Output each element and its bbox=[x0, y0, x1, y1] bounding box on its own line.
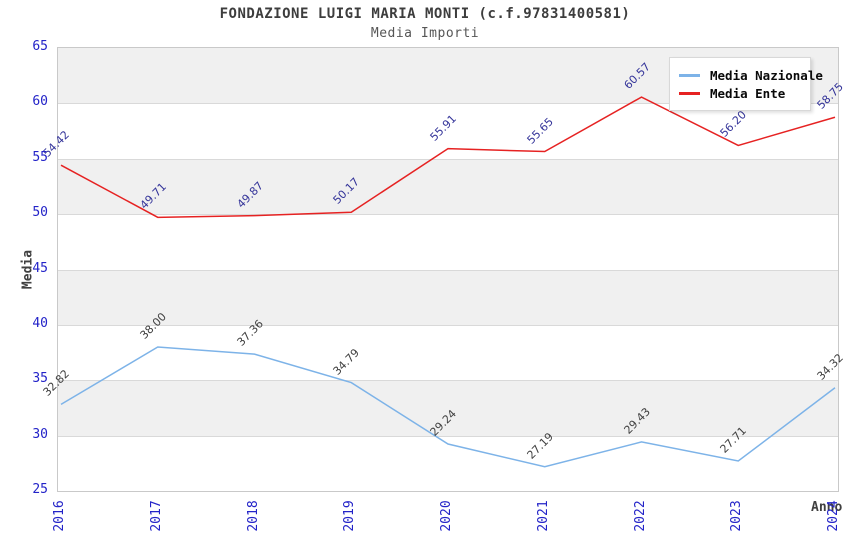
line-series bbox=[60, 96, 836, 468]
plot-band bbox=[58, 214, 838, 270]
gridline bbox=[58, 103, 838, 105]
gridline bbox=[58, 435, 838, 437]
series-line-1 bbox=[60, 96, 836, 219]
y-axis-tick-label: 55 bbox=[32, 149, 48, 165]
plot-band bbox=[58, 269, 838, 325]
legend-item-media-nazionale: Media Nazionale bbox=[679, 67, 823, 83]
y-axis-tick-label: 60 bbox=[32, 94, 48, 110]
legend: Media Nazionale Media Ente bbox=[669, 57, 823, 111]
legend-label-media-nazionale: Media Nazionale bbox=[710, 67, 823, 83]
y-axis-tick-label: 65 bbox=[32, 39, 48, 54]
legend-label-media-ente: Media Ente bbox=[710, 85, 786, 101]
gridline bbox=[58, 214, 838, 216]
y-axis-tick-label: 45 bbox=[32, 260, 48, 276]
plot-area: 32.82 38.00 37.36 34.79 29.24 27.19 29.43 27.71… bbox=[41, 47, 846, 492]
gridline bbox=[58, 269, 838, 271]
plot-band bbox=[58, 380, 838, 436]
x-axis-tick-label: 2023 bbox=[729, 500, 745, 532]
y-axis-tick-label: 50 bbox=[32, 205, 48, 221]
plot-band bbox=[58, 324, 838, 381]
y-axis-tick-label: 30 bbox=[32, 426, 48, 442]
chart-subtitle: Media Importi bbox=[370, 26, 480, 41]
x-axis-tick-label: 2021 bbox=[535, 500, 551, 532]
plot-band bbox=[58, 435, 838, 491]
x-axis-tick-label: 2016 bbox=[52, 500, 67, 532]
y-axis-tick-label: 35 bbox=[32, 371, 48, 387]
x-axis-tick-label: 2024 bbox=[826, 500, 841, 532]
plot-band bbox=[58, 158, 838, 215]
y-axis-tick-label: 40 bbox=[32, 315, 48, 331]
x-axis-tick-label: 2017 bbox=[148, 500, 164, 532]
x-axis-tick-label: 2020 bbox=[439, 500, 454, 532]
gridline bbox=[58, 158, 838, 160]
x-axis-title: Anno bbox=[811, 500, 843, 515]
series-line-0 bbox=[60, 346, 836, 468]
gridline bbox=[58, 380, 838, 382]
x-axis-tick-label: 2022 bbox=[632, 500, 648, 532]
legend-item-media-ente: Media Ente bbox=[679, 85, 810, 101]
legend-marker-media-ente-icon bbox=[679, 91, 700, 95]
chart-title: FONDAZIONE LUIGI MARIA MONTI (c.f.978314… bbox=[219, 6, 631, 22]
x-axis-tick-label: 2018 bbox=[245, 500, 261, 532]
x-axis-tick-label: 2019 bbox=[342, 500, 358, 532]
y-axis-tick-label: 25 bbox=[32, 482, 48, 497]
gridline bbox=[58, 324, 838, 326]
legend-marker-media-nazionale-icon bbox=[679, 73, 700, 77]
